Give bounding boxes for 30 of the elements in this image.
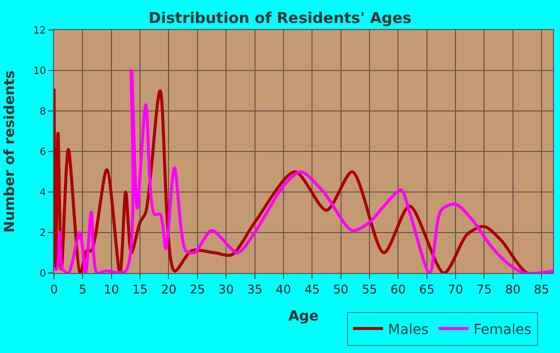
x-tick-label: 20 bbox=[161, 282, 176, 296]
y-axis-title: Number of residents bbox=[2, 70, 18, 233]
y-tick-label: 10 bbox=[33, 66, 46, 77]
x-tick-label: 75 bbox=[476, 282, 492, 296]
x-tick-label: 30 bbox=[218, 282, 234, 296]
x-tick-label: 85 bbox=[534, 282, 550, 296]
y-tick-label: 8 bbox=[40, 106, 46, 118]
x-tick-label: 45 bbox=[304, 282, 320, 296]
x-tick-label: 80 bbox=[505, 282, 520, 296]
x-tick-label: 5 bbox=[78, 282, 86, 296]
chart-title: Distribution of Residents' Ages bbox=[148, 8, 412, 27]
x-tick-label: 60 bbox=[390, 282, 406, 296]
x-tick-label: 35 bbox=[247, 282, 262, 296]
x-tick-label: 0 bbox=[50, 282, 58, 296]
y-tick-label: 6 bbox=[40, 147, 46, 158]
x-tick-label: 40 bbox=[276, 282, 292, 296]
x-tick-label: 25 bbox=[190, 282, 206, 296]
x-tick-label: 55 bbox=[362, 282, 378, 296]
x-tick-label: 10 bbox=[104, 282, 119, 296]
y-tick-label: 12 bbox=[33, 26, 46, 36]
legend-label: Males bbox=[388, 322, 428, 338]
x-tick-label: 70 bbox=[448, 282, 464, 296]
y-tick-label: 4 bbox=[40, 188, 46, 198]
y-tick-label: 2 bbox=[40, 228, 46, 239]
y-tick-label: 0 bbox=[40, 268, 46, 280]
legend-label: Females bbox=[474, 322, 532, 338]
x-axis-title: Age bbox=[288, 308, 319, 325]
x-tick-label: 50 bbox=[333, 282, 348, 296]
x-tick-label: 65 bbox=[419, 282, 434, 296]
x-tick-label: 15 bbox=[132, 282, 148, 296]
